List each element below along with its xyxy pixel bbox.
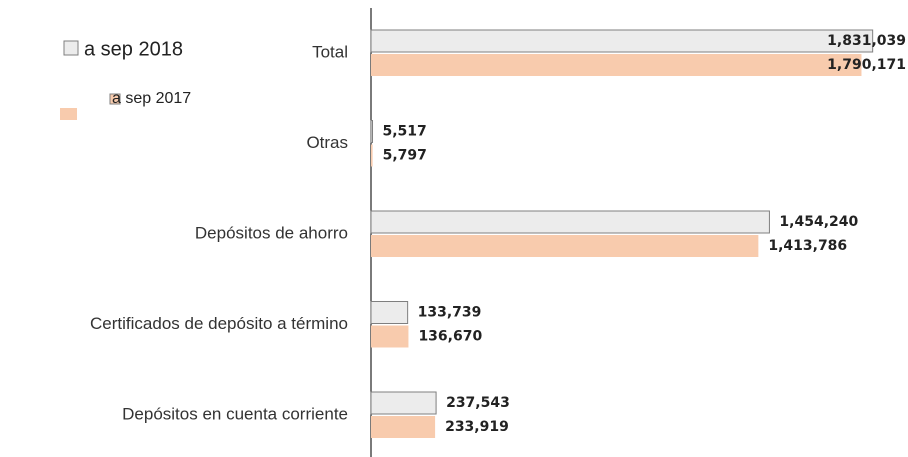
value-label: 5,797 [383,148,427,164]
bar [371,325,409,348]
bar [371,144,373,167]
value-label: 1,413,786 [768,238,847,254]
value-label: 1,831,039 [827,33,906,49]
category-label: Depósitos de ahorro [195,223,348,242]
category-label: Otras [306,133,348,152]
value-label: 133,739 [418,305,482,321]
bar [370,210,770,234]
legend-label: a sep 2018 [84,38,183,60]
category-label: Depósitos en cuenta corriente [122,404,348,423]
legend-label: a sep 2017 [112,90,191,107]
value-label: 1,454,240 [779,214,858,230]
bar [370,29,874,53]
bar [371,416,436,438]
value-label: 1,790,171 [827,57,906,73]
legend-swatch [63,40,79,56]
bar [370,301,409,324]
value-label: 136,670 [418,329,482,345]
legend-swatch [109,93,121,105]
bar [370,391,437,415]
legend-swatch [60,108,77,120]
bar [371,54,862,76]
value-label: 233,919 [445,419,509,435]
bar [370,120,374,143]
value-label: 237,543 [446,395,510,411]
category-label: Total [312,42,348,61]
bar [371,235,759,257]
category-label: Certificados de depósito a término [90,314,348,333]
value-label: 5,517 [383,124,427,140]
